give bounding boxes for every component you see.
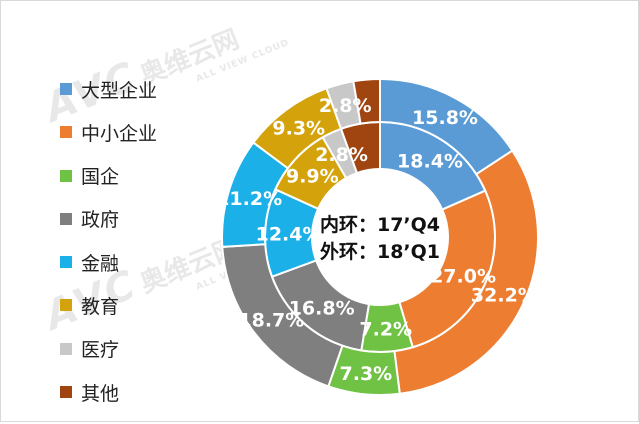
data-label: 7.2% xyxy=(359,318,412,340)
data-label: 2.8% xyxy=(315,144,368,166)
legend-item: 教育 xyxy=(60,294,157,318)
data-label: 11.2% xyxy=(216,188,282,210)
legend-swatch xyxy=(60,342,72,355)
legend-swatch xyxy=(60,212,72,225)
legend-swatch xyxy=(60,126,72,139)
donut-slice-outer xyxy=(352,77,381,125)
legend-label: 金融 xyxy=(81,252,120,275)
legend-label: 大型企业 xyxy=(81,79,158,102)
legend-item: 政府 xyxy=(60,208,157,232)
data-label: 18.4% xyxy=(397,150,463,172)
legend-label: 中小企业 xyxy=(81,122,158,145)
legend-swatch xyxy=(60,83,72,95)
legend-label: 医疗 xyxy=(81,339,120,362)
legend-item: 国企 xyxy=(60,165,157,189)
legend-item: 金融 xyxy=(60,251,157,275)
data-label: 9.3% xyxy=(272,117,325,139)
legend-item: 医疗 xyxy=(60,338,157,362)
legend-label: 政府 xyxy=(81,209,120,232)
legend-item: 大型企业 xyxy=(60,78,158,102)
data-label: 16.8% xyxy=(289,298,355,320)
legend-label: 国企 xyxy=(81,166,120,189)
legend-swatch xyxy=(60,256,72,269)
legend-label: 教育 xyxy=(81,295,120,318)
legend-swatch xyxy=(60,169,72,182)
data-label: 18.7% xyxy=(238,310,304,332)
data-label: 2.8% xyxy=(319,95,372,117)
legend-label: 其他 xyxy=(81,382,120,405)
legend-swatch xyxy=(60,386,72,399)
data-label: 9.9% xyxy=(286,165,339,187)
data-label: 27.0% xyxy=(430,265,496,287)
data-label: 15.8% xyxy=(412,107,478,129)
chart-legend: 大型企业中小企业国企政府金融教育医疗其他 xyxy=(60,78,157,424)
legend-item: 其他 xyxy=(60,381,157,405)
data-label: 12.4% xyxy=(256,224,322,246)
data-label: 7.3% xyxy=(340,363,393,385)
data-label: 32.2% xyxy=(471,284,537,306)
legend-item: 中小企业 xyxy=(60,121,158,145)
center-label: 内环：17’Q4 xyxy=(320,213,440,236)
center-label: 外环：18’Q1 xyxy=(320,240,440,263)
legend-swatch xyxy=(60,299,72,312)
